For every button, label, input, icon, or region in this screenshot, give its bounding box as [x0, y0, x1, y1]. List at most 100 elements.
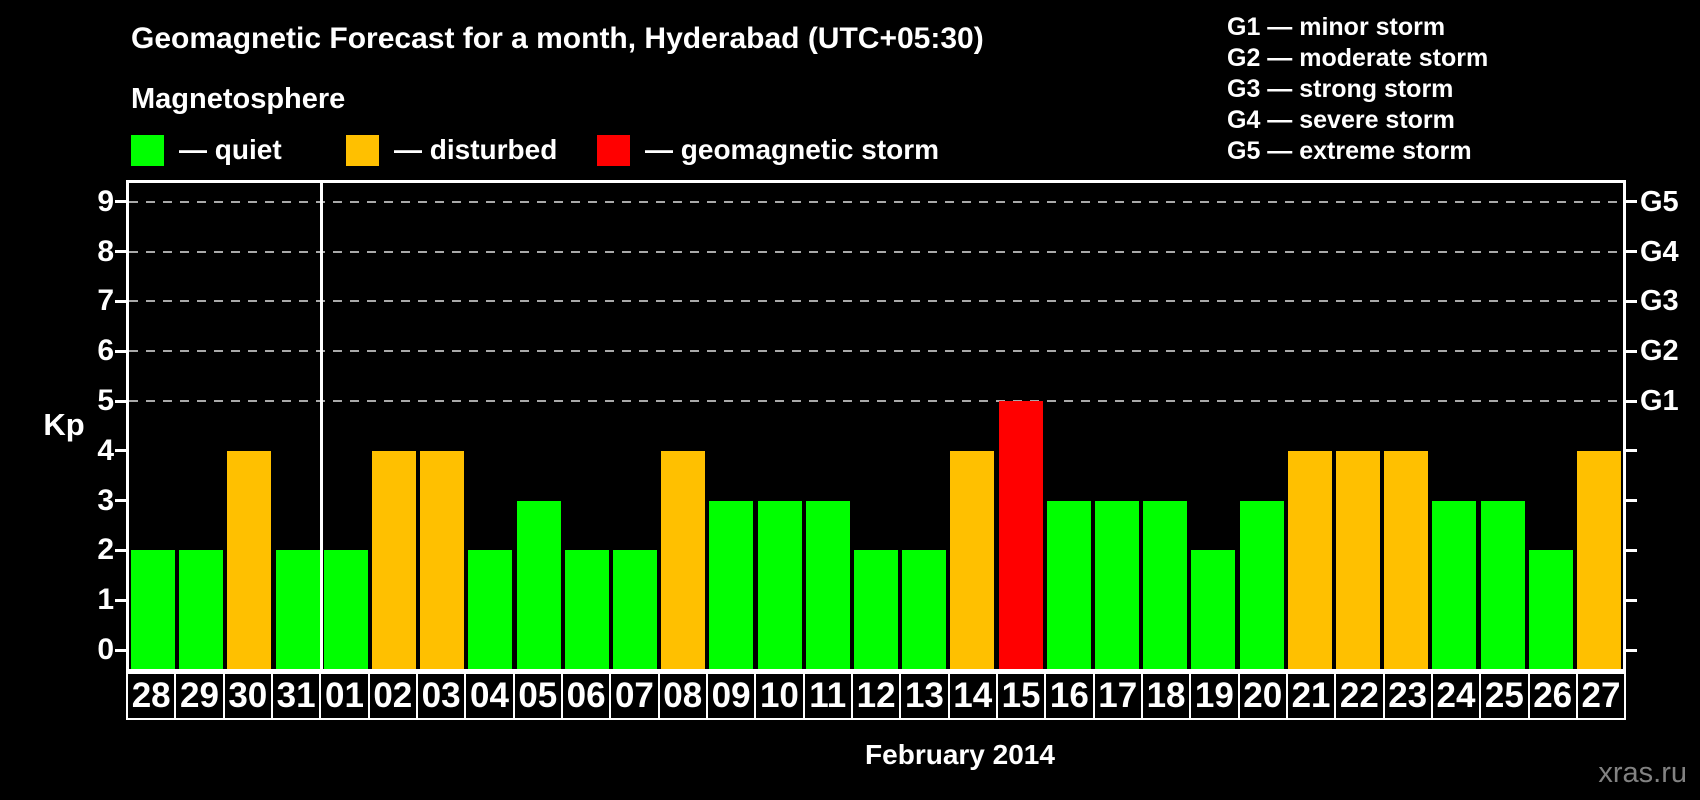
date-cell-14: 14 — [947, 674, 996, 718]
bar-day-25 — [1480, 500, 1525, 669]
g-label-G2: G2 — [1640, 335, 1679, 368]
g-label-G4: G4 — [1640, 235, 1679, 268]
date-cell-04: 04 — [464, 674, 512, 718]
bar-day-20 — [1239, 500, 1284, 669]
date-cell-17: 17 — [1092, 674, 1141, 718]
date-cell-18: 18 — [1140, 674, 1189, 718]
date-cell-12: 12 — [850, 674, 899, 718]
right-tick-5 — [1626, 399, 1637, 403]
g-legend-line-4: G4 — severe storm — [1227, 106, 1455, 134]
bar-day-28 — [131, 550, 176, 669]
gridline-kp9 — [129, 200, 1623, 203]
g-scale-legend: G1 — minor storm G2 — moderate storm G3 — … — [1227, 12, 1488, 167]
bar-day-08 — [661, 450, 706, 669]
y-tick-3 — [115, 499, 126, 503]
bar-day-22 — [1335, 450, 1380, 669]
bar-day-17 — [1094, 500, 1139, 669]
y-tick-8 — [115, 250, 126, 254]
bar-day-06 — [564, 550, 609, 669]
date-cell-09: 09 — [705, 674, 754, 718]
legend-label-disturbed: — disturbed — [394, 134, 558, 165]
date-cell-15: 15 — [995, 674, 1044, 718]
bar-day-27 — [1576, 450, 1621, 669]
y-tick-label-0: 0 — [97, 633, 114, 666]
y-tick-label-8: 8 — [97, 234, 114, 268]
y-tick-0 — [115, 648, 126, 652]
date-cell-21: 21 — [1285, 674, 1334, 718]
y-tick-label-9: 9 — [97, 184, 114, 218]
right-tick-3 — [1626, 499, 1637, 503]
date-cell-27: 27 — [1575, 674, 1624, 718]
bar-day-18 — [1143, 500, 1188, 669]
g-legend-line-3: G3 — strong storm — [1227, 75, 1454, 103]
y-tick-2 — [115, 548, 126, 552]
month-separator-line — [320, 183, 324, 669]
y-tick-label-6: 6 — [97, 334, 114, 368]
date-cell-26: 26 — [1527, 674, 1576, 718]
date-cell-25: 25 — [1479, 674, 1527, 718]
bar-day-31 — [275, 550, 320, 669]
legend-item-disturbed: — disturbed — [346, 134, 557, 166]
bar-day-29 — [179, 550, 224, 669]
bar-day-19 — [1191, 550, 1236, 669]
bar-day-04 — [468, 550, 513, 669]
right-tick-7 — [1626, 299, 1637, 303]
bar-day-10 — [757, 500, 802, 669]
magnetosphere-label: Magnetosphere — [131, 83, 346, 115]
y-tick-1 — [115, 598, 126, 602]
x-axis-date-row: 28 29 30 31 01 02 03 04 05 06 07 08 09 10 11 12 13 14 15 16… — [126, 672, 1626, 720]
date-cell-02: 02 — [367, 674, 416, 718]
date-cell-30: 30 — [222, 674, 271, 718]
gridline-kp5 — [129, 400, 1623, 402]
bar-day-02 — [372, 450, 417, 669]
bar-day-26 — [1528, 550, 1573, 669]
bar-day-05 — [516, 500, 561, 669]
right-tick-4 — [1626, 449, 1637, 453]
y-tick-9 — [115, 200, 126, 204]
date-cell-11: 11 — [802, 674, 851, 718]
plot-area — [126, 180, 1626, 672]
date-cell-29: 29 — [174, 674, 222, 718]
storm-color-swatch — [597, 134, 630, 166]
bar-day-13 — [902, 550, 947, 669]
date-cell-03: 03 — [415, 674, 464, 718]
date-cell-01: 01 — [319, 674, 367, 718]
bar-day-16 — [1046, 500, 1091, 669]
gridline-kp6 — [129, 350, 1623, 353]
date-cell-24: 24 — [1430, 674, 1479, 718]
bar-day-01 — [323, 550, 368, 669]
y-tick-5 — [115, 399, 126, 403]
bar-day-30 — [227, 450, 272, 669]
g-label-G5: G5 — [1640, 185, 1679, 218]
gridline-kp7 — [129, 300, 1623, 303]
date-cell-07: 07 — [609, 674, 657, 718]
watermark: xras.ru — [1598, 757, 1687, 789]
right-tick-6 — [1626, 349, 1637, 353]
bar-day-07 — [613, 550, 658, 669]
right-tick-2 — [1626, 548, 1637, 552]
bar-day-03 — [420, 450, 465, 669]
y-tick-label-3: 3 — [97, 483, 114, 517]
date-cell-10: 10 — [754, 674, 802, 718]
y-axis-title: Kp — [43, 406, 85, 442]
y-tick-label-4: 4 — [97, 433, 114, 467]
date-cell-23: 23 — [1382, 674, 1431, 718]
quiet-color-swatch — [131, 134, 164, 166]
y-tick-label-2: 2 — [97, 533, 114, 567]
y-tick-6 — [115, 349, 126, 353]
bar-day-09 — [709, 500, 754, 669]
right-tick-1 — [1626, 598, 1637, 602]
bar-day-21 — [1287, 450, 1332, 669]
y-tick-label-5: 5 — [97, 384, 114, 417]
date-cell-16: 16 — [1044, 674, 1092, 718]
date-cell-22: 22 — [1334, 674, 1382, 718]
bar-day-23 — [1384, 450, 1429, 669]
bar-day-15 — [998, 401, 1043, 669]
date-cell-31: 31 — [270, 674, 319, 718]
bar-day-24 — [1432, 500, 1477, 669]
bar-day-12 — [854, 550, 898, 669]
date-cell-08: 08 — [657, 674, 706, 718]
y-tick-label-7: 7 — [97, 284, 114, 318]
right-tick-8 — [1626, 250, 1637, 254]
